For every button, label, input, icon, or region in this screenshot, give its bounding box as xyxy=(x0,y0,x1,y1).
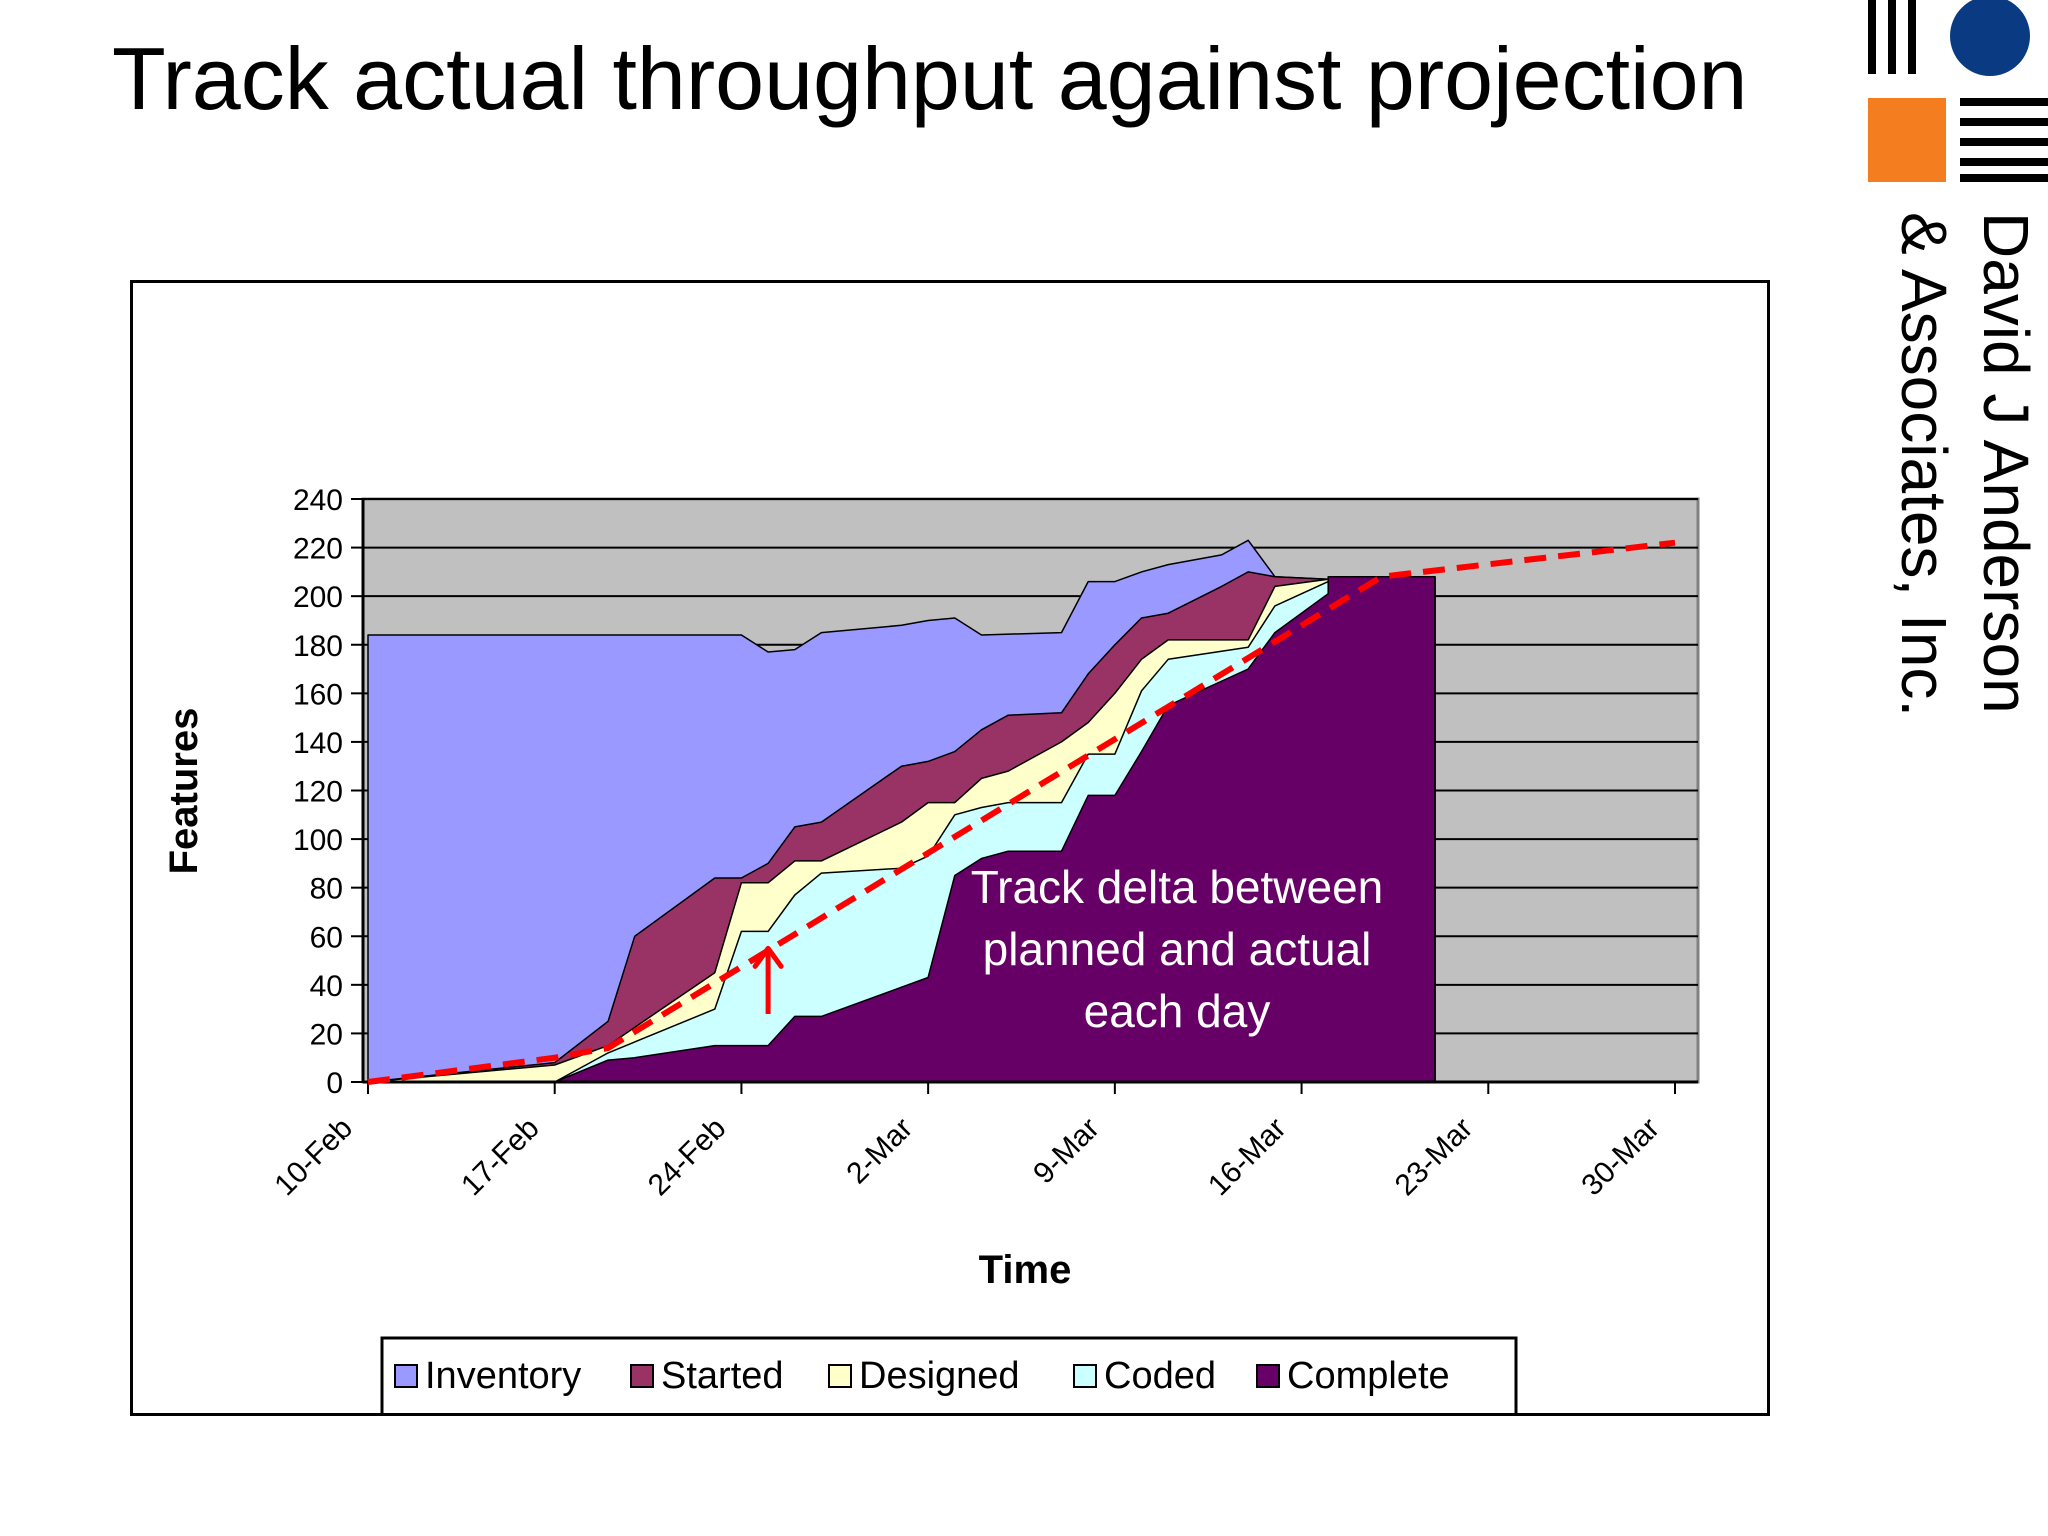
y-tick-label: 240 xyxy=(293,484,343,517)
x-tick-label: 30-Mar xyxy=(1575,1112,1666,1203)
y-tick-label: 100 xyxy=(293,824,343,857)
legend-label-inventory: Inventory xyxy=(425,1355,581,1397)
x-tick-label: 9-Mar xyxy=(1027,1112,1106,1191)
y-tick-label: 0 xyxy=(326,1067,343,1100)
legend-swatch-designed xyxy=(828,1364,852,1388)
legend-swatch-coded xyxy=(1073,1364,1097,1388)
y-tick-label: 140 xyxy=(293,727,343,760)
legend-swatch-complete xyxy=(1256,1364,1280,1388)
legend-swatch-started xyxy=(630,1364,654,1388)
annotation-line: each day xyxy=(1084,985,1271,1037)
x-tick-label: 10-Feb xyxy=(268,1112,359,1203)
x-axis-label: Time xyxy=(979,1248,1072,1292)
projection-layer xyxy=(367,539,1676,1085)
legend-swatch-inventory xyxy=(394,1364,418,1388)
x-tick-label: 2-Mar xyxy=(840,1112,919,1191)
logo-line-1: David J Anderson xyxy=(1970,212,2042,714)
logo-bar xyxy=(1960,138,2048,146)
logo-bar xyxy=(1868,0,1876,74)
legend-label-coded: Coded xyxy=(1104,1355,1216,1397)
x-tick-label: 24-Feb xyxy=(642,1112,733,1203)
logo-bar xyxy=(1888,0,1896,74)
delta-annotation: Track delta between planned and actual e… xyxy=(971,861,1384,1037)
x-tick-label: 17-Feb xyxy=(455,1112,546,1203)
y-tick-label: 40 xyxy=(310,970,343,1003)
logo-circle xyxy=(1950,0,2030,76)
delta-arrow-head xyxy=(752,945,784,969)
x-tick-label: 23-Mar xyxy=(1389,1112,1480,1203)
cumulative-flow-chart: 0 20 40 60 80 100 120 140 160 180 200 220 240 10-Feb 1… xyxy=(162,484,1700,1413)
company-logo: David J Anderson & Associates, Inc. xyxy=(1868,0,2048,717)
logo-square xyxy=(1868,98,1946,182)
y-axis-label: Features xyxy=(162,708,206,875)
y-tick-label: 220 xyxy=(293,533,343,566)
projection-line xyxy=(367,539,1676,1085)
area-series xyxy=(367,539,1436,1083)
y-tick-label: 180 xyxy=(293,630,343,663)
logo-bar xyxy=(1960,98,2048,106)
y-tick-label: 60 xyxy=(310,921,343,954)
y-tick-label: 20 xyxy=(310,1018,343,1051)
area-complete xyxy=(367,575,1436,1083)
chart-frame: 0 20 40 60 80 100 120 140 160 180 200 220 240 10-Feb 1… xyxy=(130,280,1770,1416)
y-tick-label: 160 xyxy=(293,678,343,711)
slide-title: Track actual throughput against projecti… xyxy=(112,29,1748,128)
chart-legend: Inventory Started Designed Coded Complete xyxy=(380,1336,1518,1413)
y-tick-label: 200 xyxy=(293,581,343,614)
legend-label-started: Started xyxy=(661,1355,784,1397)
legend-box xyxy=(380,1336,1518,1413)
logo-bar xyxy=(1908,0,1916,74)
logo-bar xyxy=(1960,158,2048,166)
logo-bar xyxy=(1960,118,2048,126)
legend-label-designed: Designed xyxy=(859,1355,1020,1397)
legend-label-complete: Complete xyxy=(1287,1355,1450,1397)
y-tick-label: 120 xyxy=(293,776,343,809)
annotation-line: planned and actual xyxy=(983,923,1372,975)
x-tick-label: 16-Mar xyxy=(1202,1112,1293,1203)
y-tick-label: 80 xyxy=(310,873,343,906)
annotation-line: Track delta between xyxy=(971,861,1384,913)
logo-bar xyxy=(1960,174,2048,182)
logo-line-2: & Associates, Inc. xyxy=(1888,212,1960,717)
